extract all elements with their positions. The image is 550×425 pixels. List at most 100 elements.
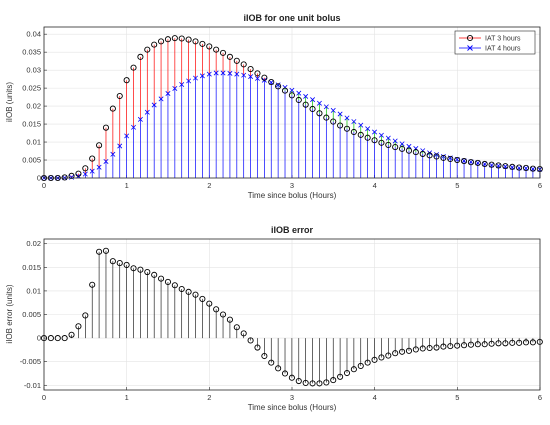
error-marker (357, 362, 364, 369)
iat4-marker (475, 160, 481, 166)
iat4-marker (193, 75, 198, 81)
error-marker (192, 291, 199, 298)
error-marker (254, 344, 261, 351)
error-marker (89, 281, 96, 288)
iat4-marker (144, 109, 150, 115)
x-tick-label: 4 (373, 393, 377, 402)
iat3-marker (96, 142, 103, 149)
error-marker (47, 335, 54, 342)
error-marker (295, 377, 302, 385)
iat3-marker (226, 53, 233, 60)
y-tick-label: 0.01 (26, 138, 41, 147)
legend: IAT 3 hours IAT 4 hours (454, 30, 536, 55)
iat3-marker (61, 174, 68, 181)
error-marker (185, 288, 192, 295)
iat3-marker (330, 118, 337, 125)
iat3-marker (350, 128, 357, 136)
y-tick-label: 0.015 (22, 120, 41, 129)
iat3-marker (378, 139, 385, 146)
iat3-marker (371, 137, 378, 144)
iat3-marker (392, 144, 399, 151)
iat3-marker (233, 57, 240, 64)
iat4-marker (378, 132, 384, 138)
y-tick-label: -0.005 (20, 357, 41, 366)
error-marker (268, 359, 275, 366)
error-marker (447, 343, 454, 350)
top-axes-box (43, 26, 541, 179)
iat3-marker (412, 149, 419, 156)
iat3-marker (178, 35, 185, 42)
iat3-marker (275, 83, 282, 90)
iat4-marker (89, 168, 95, 174)
error-marker (206, 300, 213, 307)
iat3-marker (405, 147, 413, 154)
error-marker (343, 369, 351, 377)
error-marker (364, 359, 371, 366)
error-marker (323, 379, 330, 386)
bottom-chart-title: iIOB error (271, 225, 314, 235)
iat4-marker (220, 70, 226, 76)
x-tick-label: 0 (42, 181, 46, 190)
iat4-marker (103, 158, 109, 164)
iat4-marker (124, 133, 130, 139)
iat4-marker (323, 104, 329, 110)
error-marker (433, 344, 440, 351)
iat3-marker (144, 46, 151, 53)
iat4-marker (482, 161, 488, 167)
y-tick-label: 0.005 (22, 310, 41, 319)
iat4-marker (151, 102, 157, 108)
y-tick-label: 0.015 (22, 263, 41, 272)
x-tick-label: 1 (125, 181, 129, 190)
iat4-marker (254, 75, 260, 81)
iat3-marker (295, 96, 302, 104)
iat4-marker (440, 153, 446, 159)
error-marker (440, 343, 447, 350)
iat4-marker (248, 74, 254, 80)
iat3-marker (102, 124, 110, 131)
error-marker (426, 344, 433, 352)
iat3-marker (89, 155, 96, 162)
iat3-marker (192, 38, 199, 45)
bottom-axes-box (43, 238, 541, 391)
x-tick-label: 6 (538, 393, 542, 402)
x-tick-label: 0 (42, 393, 46, 402)
iat3-marker (116, 92, 123, 100)
bottom-x-tick-labels: 0 1 2 3 4 5 6 (42, 393, 542, 402)
top-x-tick-labels: 0 1 2 3 4 5 6 (42, 181, 542, 190)
iat3-marker (82, 165, 89, 172)
iat3-marker (461, 158, 468, 165)
error-marker (219, 311, 227, 318)
y-tick-label: 0.03 (26, 66, 41, 75)
error-marker (385, 352, 392, 359)
iat3-marker (164, 36, 172, 43)
x-tick-label: 2 (207, 181, 211, 190)
error-marker (96, 248, 103, 255)
error-marker (378, 354, 385, 361)
iat3-marker (254, 70, 261, 77)
y-tick-label: 0.035 (22, 48, 41, 57)
iat3-marker (529, 165, 536, 172)
error-marker (164, 278, 172, 285)
error-marker (461, 342, 468, 349)
iat4-marker (392, 138, 398, 144)
iat3-marker (495, 162, 502, 169)
iat3-marker (419, 150, 426, 157)
iat4-marker (172, 85, 178, 91)
error-marker (522, 339, 530, 346)
error-marker (178, 285, 185, 293)
iat4-marker (434, 152, 439, 158)
iat3-marker (75, 170, 82, 177)
iat4-marker (96, 164, 102, 170)
error-marker (261, 352, 268, 360)
y-tick-label: 0.02 (26, 102, 41, 111)
iat3-marker (185, 36, 192, 43)
iat4-marker (137, 116, 143, 122)
error-marker (392, 350, 399, 357)
iat4-marker (234, 71, 240, 77)
error-marker (151, 271, 158, 278)
bottom-stems (71, 250, 541, 384)
error-marker (213, 306, 220, 313)
iat4-marker (385, 135, 391, 141)
iat3-marker (385, 141, 392, 148)
top-y-tick-labels: 0 0.005 0.01 0.015 0.02 0.025 0.03 0.035 0.04 (22, 30, 41, 183)
